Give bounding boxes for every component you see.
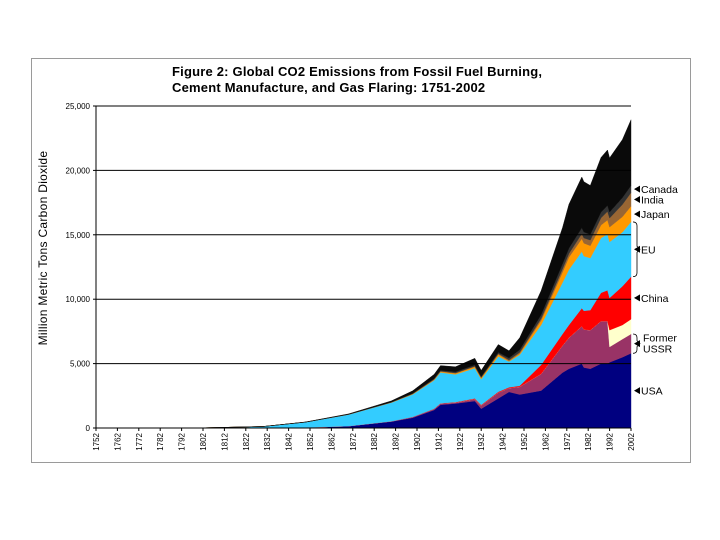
arrow-india <box>634 195 640 203</box>
x-tick-label: 2002 <box>627 432 636 450</box>
arrow-canada <box>634 185 640 193</box>
x-tick-label: 1992 <box>606 432 615 450</box>
annotation-china: China <box>641 293 669 305</box>
annotation-former: Former <box>643 333 677 345</box>
x-tick-label: 1932 <box>477 432 486 450</box>
y-tick-label: 10,000 <box>66 295 91 304</box>
x-tick-label: 1832 <box>263 432 272 450</box>
x-tick-label: 1942 <box>499 432 508 450</box>
x-tick-label: 1762 <box>113 432 122 450</box>
annotation-canada: Canada <box>641 184 678 196</box>
arrow-usa <box>634 387 640 395</box>
arrow-eu <box>634 245 640 253</box>
x-tick-label: 1872 <box>349 432 358 450</box>
annotation-india: India <box>641 194 664 206</box>
series-area-rest-of-world <box>96 119 632 429</box>
chart-title-line1: Figure 2: Global CO2 Emissions from Foss… <box>172 64 543 79</box>
annotation-usa: USA <box>641 386 663 398</box>
y-tick-label: 15,000 <box>66 231 91 240</box>
chart-title-line2: Cement Manufacture, and Gas Flaring: 175… <box>172 80 486 95</box>
axes: 0 5,000 10,000 15,000 20,000 25,000 1752 1762 17… <box>66 102 636 451</box>
y-tick-label: 5,000 <box>70 360 91 369</box>
x-tick-label: 1962 <box>541 432 550 450</box>
x-tick-label: 1852 <box>306 432 315 450</box>
arrow-japan <box>634 210 640 218</box>
y-axis-label: Million Metric Tons Carbon Dioxide <box>36 151 50 346</box>
x-tick-label: 1812 <box>220 432 229 450</box>
annotation-eu: EU <box>641 244 656 256</box>
arrow-former <box>634 340 640 348</box>
x-tick-label: 1912 <box>434 432 443 450</box>
x-tick-label: 1792 <box>178 432 187 450</box>
x-tick-label: 1972 <box>563 432 572 450</box>
x-tick-label: 1982 <box>584 432 593 450</box>
arrow-china <box>634 294 640 302</box>
x-tick-label: 1922 <box>456 432 465 450</box>
x-tick-label: 1892 <box>392 432 401 450</box>
x-tick-label: 1842 <box>285 432 294 450</box>
x-tick-label: 1782 <box>156 432 165 450</box>
x-tick-label: 1952 <box>520 432 529 450</box>
x-tick-label: 1902 <box>413 432 422 450</box>
x-tick-label: 1802 <box>199 432 208 450</box>
x-tick-label: 1822 <box>242 432 251 450</box>
annotation-former-line2: USSR <box>643 344 673 356</box>
y-tick-label: 20,000 <box>66 166 91 175</box>
x-tick-label: 1772 <box>135 432 144 450</box>
gridlines <box>96 105 631 365</box>
x-tick-label: 1752 <box>92 432 101 450</box>
area-layers <box>95 119 632 429</box>
annotation-japan: Japan <box>641 209 670 221</box>
y-tick-label: 25,000 <box>66 102 91 111</box>
x-tick-label: 1882 <box>370 432 379 450</box>
x-tick-label: 1862 <box>327 432 336 450</box>
y-tick-label: 0 <box>86 424 91 433</box>
